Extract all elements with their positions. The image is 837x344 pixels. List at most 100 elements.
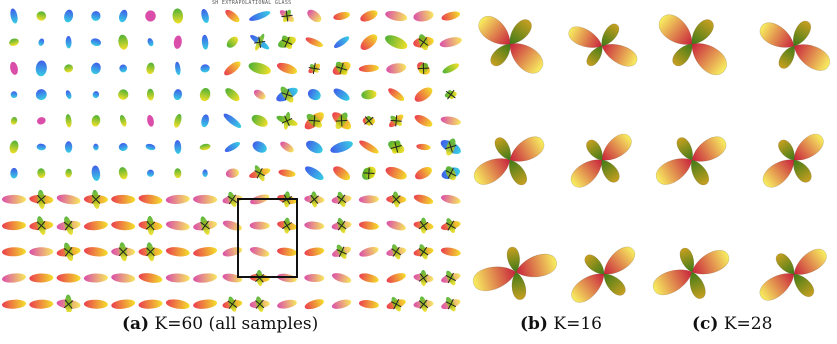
- top-label: SH EXTRAPOLATIONAL GLASS: [212, 0, 292, 6]
- glyph-a: [413, 194, 434, 205]
- glyph-a: [29, 189, 54, 209]
- glyph-a: [416, 143, 431, 151]
- glyph-a: [9, 140, 19, 154]
- caption-b-letter: (b): [520, 314, 548, 334]
- glyph-a: [388, 88, 405, 101]
- glyph-a: [249, 221, 270, 230]
- glyph-a: [174, 168, 182, 179]
- glyph-a: [138, 273, 163, 283]
- glyph-a: [417, 62, 430, 75]
- glyph-field-panel-a: SH EXTRAPOLATIONAL GLASS: [2, 0, 462, 312]
- glyph-a: [165, 299, 190, 310]
- glyph-a: [111, 242, 136, 262]
- glyph-a: [304, 299, 324, 310]
- glyph-a: [36, 11, 47, 21]
- glyph-a: [2, 247, 26, 257]
- glyph-a: [253, 89, 266, 100]
- glyph-a: [118, 34, 129, 50]
- glyph-a: [119, 115, 127, 127]
- caption-b-text: K=16: [553, 314, 602, 334]
- glyph-a: [83, 273, 108, 283]
- glyph-a: [276, 86, 298, 103]
- glyph-a: [308, 62, 321, 75]
- caption-a-text: K=60 (all samples): [154, 314, 319, 334]
- glyph-a: [386, 191, 407, 208]
- glyph-a: [64, 64, 74, 73]
- glyph-a: [119, 64, 128, 73]
- caption-a-letter: (a): [122, 314, 150, 334]
- glyph-a: [83, 189, 108, 209]
- glyph-a: [145, 10, 156, 22]
- glyph-a: [90, 38, 102, 47]
- glyph-a: [138, 242, 163, 262]
- glyph-a: [91, 115, 101, 127]
- glyph-a: [441, 218, 461, 234]
- glyph-a: [37, 168, 46, 179]
- glyph-a: [10, 167, 18, 179]
- caption-c-letter: (c): [692, 314, 719, 334]
- glyph-a: [385, 10, 408, 22]
- glyph-a: [332, 112, 352, 130]
- glyph-large: [478, 15, 544, 74]
- glyph-a: [118, 89, 129, 100]
- glyph-a: [441, 297, 461, 312]
- glyph-a: [165, 273, 190, 283]
- glyph-a: [413, 270, 434, 286]
- glyph-a: [277, 299, 297, 309]
- glyph-a: [249, 296, 270, 312]
- glyph-a: [225, 9, 240, 23]
- caption-c: (c) K=28: [692, 314, 772, 340]
- glyph-a: [440, 247, 461, 257]
- glyph-a: [306, 140, 323, 154]
- caption-b: (b) K=16: [520, 314, 602, 340]
- glyph-a: [359, 273, 379, 283]
- glyph-a: [307, 89, 321, 101]
- glyph-a: [118, 142, 128, 152]
- glyph-a: [193, 273, 218, 283]
- glyph-a: [199, 88, 211, 102]
- glyph-a: [277, 247, 297, 256]
- glyph-a: [386, 63, 407, 74]
- glyph-a: [92, 91, 100, 99]
- glyph-a: [249, 165, 271, 182]
- glyph-a: [174, 113, 182, 128]
- glyph-a: [248, 62, 271, 75]
- glyph-a: [29, 299, 54, 309]
- glyph-a: [224, 142, 241, 152]
- glyph-a: [251, 114, 268, 127]
- glyph-a: [222, 220, 242, 231]
- glyph-a: [174, 140, 182, 154]
- glyph-a: [249, 11, 271, 21]
- glyph-a: [83, 247, 108, 257]
- glyph-a: [223, 113, 242, 128]
- caption-c-text: K=28: [723, 314, 773, 334]
- glyph-a: [358, 195, 379, 204]
- glyph-a: [358, 64, 379, 73]
- glyph-a: [35, 89, 47, 101]
- glyph-a: [276, 62, 298, 74]
- glyph-a: [226, 36, 239, 48]
- glyph-field-svg: [2, 8, 462, 312]
- glyph-a: [201, 114, 209, 128]
- glyph-large: [473, 246, 557, 300]
- glyph-a: [173, 89, 183, 101]
- glyph-large: [762, 133, 824, 188]
- glyph-a: [10, 116, 18, 125]
- caption-a: (a) K=60 (all samples): [122, 314, 318, 340]
- glyph-large: [759, 20, 831, 71]
- glyph-a: [333, 11, 350, 21]
- glyph-a: [304, 247, 325, 257]
- glyph-a: [252, 141, 267, 153]
- glyph-a: [111, 273, 136, 283]
- glyph-detail-panel-b: [472, 0, 652, 312]
- glyph-large: [571, 246, 636, 303]
- glyph-a: [56, 194, 81, 205]
- glyph-a: [225, 88, 240, 102]
- glyph-a: [10, 8, 18, 24]
- glyph-a: [147, 114, 154, 127]
- glyph-a: [2, 273, 26, 283]
- glyph-a: [386, 220, 406, 231]
- glyph-a: [119, 9, 128, 23]
- glyph-a: [386, 273, 406, 283]
- glyph-a: [29, 273, 54, 283]
